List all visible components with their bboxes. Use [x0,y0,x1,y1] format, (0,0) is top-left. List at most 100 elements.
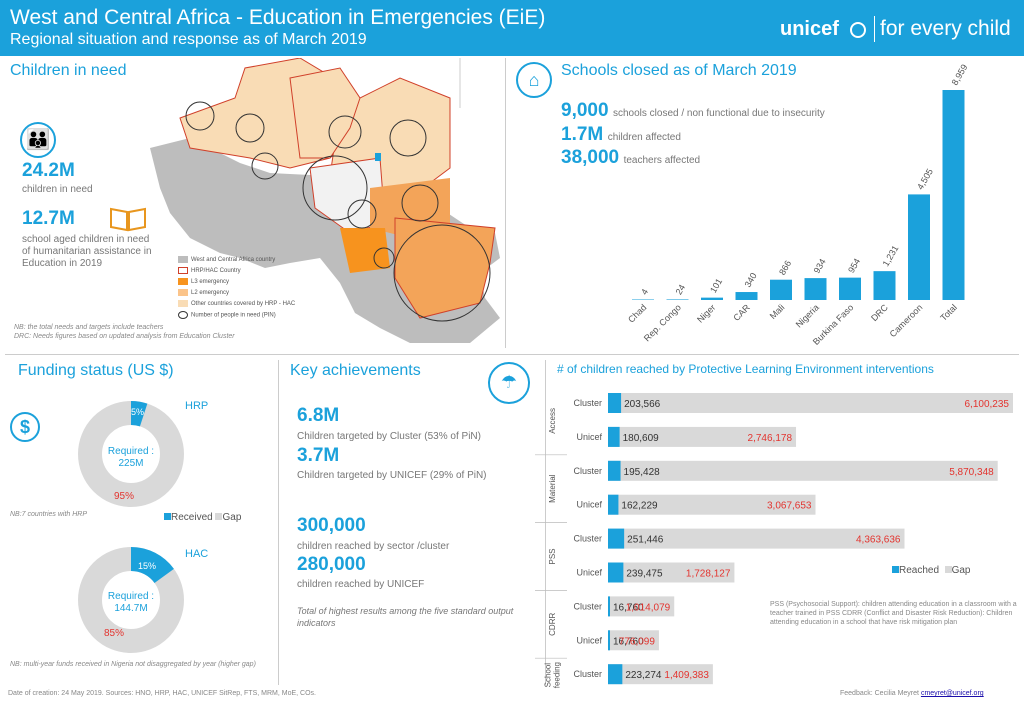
achievement-label-3: children reached by sector /cluster [297,541,450,552]
legend-item: HRP/HAC Country [178,267,313,278]
stat-label: schools closed / non functional due to i… [613,108,825,119]
reached-value-label: 195,428 [624,467,661,478]
group-label: feeding [553,662,562,688]
legend-label: Gap [951,565,971,576]
category-label: Nigeria [794,302,821,329]
bar-value-label: 8,959 [950,62,970,87]
ple-legend: Reached Gap [892,565,971,576]
reached-bar [608,393,622,413]
ple-chart-title: # of children reached by Protective Lear… [557,362,934,376]
logo-tagline: for every child [880,17,1011,40]
achievement-label-4: children reached by UNICEF [297,579,425,590]
footer-sources: Date of creation: 24 May 2019. Sources: … [8,690,316,697]
actor-label: Cluster [573,601,602,611]
category-label: Niger [695,302,717,324]
gap-bar [608,562,735,583]
achievement-value-2: 3.7M [297,445,340,466]
required-value: 225M [118,458,144,469]
bar [701,297,723,300]
schools-closed-stat: 9,000 schools closed / non functional du… [561,100,825,122]
reached-bar [608,562,624,583]
stat-value: 9,000 [561,100,609,121]
funding-legend: Received Gap [164,512,241,523]
group-label: PSS [548,548,557,564]
achievement-value-1: 6.8M [297,405,340,426]
bar-value-label: 866 [777,259,793,277]
children-in-need-title: Children in need [10,62,127,79]
gap-value-label: 1,728,127 [686,569,731,580]
category-label: CAR [731,302,752,323]
category-label: DRC [869,302,890,323]
actor-label: Unicef [576,500,602,510]
dollar-icon: $ [10,412,40,442]
category-label: Rep. Congo [642,302,683,343]
book-icon [108,206,148,232]
stat-label: teachers affected [623,155,701,166]
hac-received-pct: 15% [138,561,157,571]
reached-value-label: 223,274 [625,670,662,681]
legend-label: Reached [899,565,940,576]
legend-swatch [178,278,188,285]
donut-received-arc [78,401,184,507]
reached-bar [608,460,621,481]
children-in-need-value: 24.2M [22,160,75,181]
bar [770,279,792,300]
teachers-affected-stat: 38,000 teachers affected [561,147,700,169]
feedback-label: Feedback: Cecilia Meyret [840,690,919,697]
gap-bar [608,494,816,515]
bar [735,292,758,300]
hrp-gap-pct: 95% [114,491,135,502]
gap-bar [608,393,1013,413]
gap-value-label: 1,014,079 [626,602,671,613]
category-label: Mali [768,302,787,321]
map-footnote-2: DRC: Needs figures based on updated anal… [14,333,235,340]
logo-divider [874,16,875,42]
required-label: Required : [107,591,155,602]
reached-value-label: 251,446 [627,535,664,546]
bar-value-label: 1,231 [881,244,901,269]
bar [632,299,654,300]
reached-bar [608,528,625,549]
gap-value-label: 3,067,653 [767,501,812,512]
category-label: Cameroon [888,302,925,339]
category-label: Total [938,302,959,323]
stat-value: 38,000 [561,147,620,168]
required-value: 144.7M [114,603,148,614]
hrp-note: NB:7 countries with HRP [10,511,88,518]
legend-swatch [164,513,171,520]
actor-label: Unicef [576,432,602,442]
legend-swatch [178,311,188,319]
stat-value: 1.7M [561,124,604,145]
actor-label: Cluster [573,466,602,476]
hac-required: Required :144.7M [100,591,162,615]
reached-value-label: 16,760 [613,602,644,613]
hac-note: NB: multi-year funds received in Nigeria… [10,661,256,668]
feedback-email-link[interactable]: cmeyret@unicef.org [920,690,984,697]
gap-bar [608,426,797,447]
ple-note: PSS (Psychosocial Support): children att… [770,601,1017,626]
section-divider [278,360,279,685]
funding-title: Funding status (US $) [18,362,174,379]
school-icon: ⌂ [516,62,552,98]
bar [942,90,965,300]
actor-label: Cluster [573,398,602,408]
achievement-value-4: 280,000 [297,554,366,575]
map-footnote-1: NB: the total needs and targets include … [14,324,164,331]
reached-value-label: 162,229 [621,501,658,512]
bar-value-label: 24 [674,283,688,297]
reached-bar [608,494,619,515]
gap-bar [608,460,998,481]
legend-swatch [178,267,188,274]
gap-bar [608,528,905,549]
legend-swatch [178,289,188,296]
gap-value-label: 776,099 [619,636,656,647]
required-label: Required : [107,446,155,457]
unicef-logo-word: unicef [780,18,839,40]
gap-value-label: 2,746,178 [748,433,793,444]
actor-label: Cluster [573,669,602,679]
gap-value-label: 5,870,348 [949,467,994,478]
region-map [150,57,510,348]
page-title: West and Central Africa - Education in E… [10,6,546,29]
hac-label: HAC [185,548,209,560]
legend-label: Gap [222,512,242,523]
